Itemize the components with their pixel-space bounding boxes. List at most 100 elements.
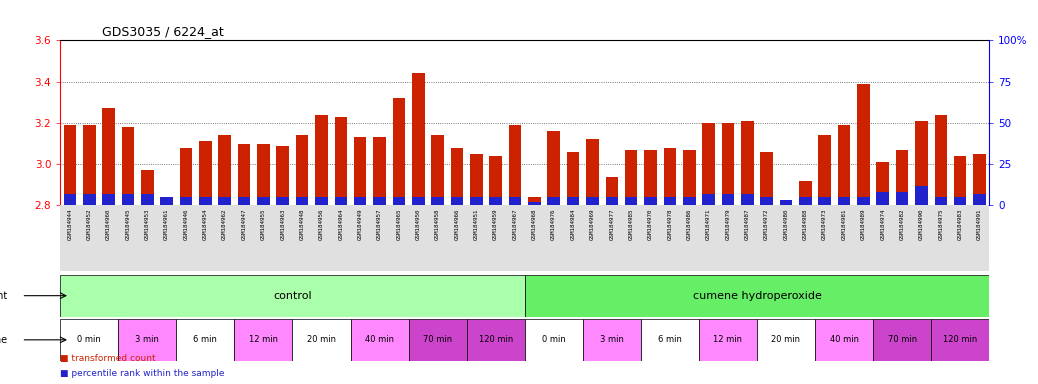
Bar	[63, 125, 76, 205]
Bar	[409, 319, 467, 361]
Bar	[582, 319, 640, 361]
Bar	[974, 194, 986, 205]
Bar	[509, 197, 521, 205]
Bar	[176, 319, 235, 361]
Text: agent: agent	[0, 291, 8, 301]
Bar	[645, 150, 657, 205]
Bar	[916, 121, 928, 205]
Text: GSM184964: GSM184964	[338, 209, 344, 240]
Text: GSM184968: GSM184968	[531, 209, 537, 240]
Bar	[780, 200, 792, 205]
Bar	[528, 197, 541, 205]
Text: GSM184954: GSM184954	[202, 209, 208, 240]
Bar	[721, 194, 734, 205]
Bar	[703, 194, 715, 205]
Bar	[586, 139, 599, 205]
Bar	[218, 197, 231, 205]
Text: 70 min: 70 min	[424, 335, 453, 344]
Bar	[567, 197, 579, 205]
Text: ■ percentile rank within the sample: ■ percentile rank within the sample	[60, 369, 224, 378]
Bar	[334, 197, 347, 205]
Bar	[351, 319, 409, 361]
Text: GSM184963: GSM184963	[280, 209, 285, 240]
Bar	[199, 141, 212, 205]
Text: 0 min: 0 min	[78, 335, 101, 344]
Bar	[467, 319, 524, 361]
Bar	[276, 197, 289, 205]
Bar	[489, 197, 502, 205]
Bar	[741, 194, 754, 205]
Text: GSM184986: GSM184986	[687, 209, 691, 240]
Text: GSM184991: GSM184991	[977, 209, 982, 240]
Bar	[238, 197, 250, 205]
Bar	[160, 197, 173, 205]
Bar	[218, 135, 231, 205]
Bar	[238, 144, 250, 205]
Text: GSM184972: GSM184972	[764, 209, 769, 240]
Text: GSM184948: GSM184948	[300, 209, 304, 240]
Text: GSM184953: GSM184953	[144, 209, 149, 240]
Bar	[316, 115, 328, 205]
Text: GSM184982: GSM184982	[900, 209, 905, 240]
Text: cumene hydroperoxide: cumene hydroperoxide	[692, 291, 821, 301]
Bar	[450, 148, 463, 205]
Bar	[818, 135, 831, 205]
Bar	[121, 127, 134, 205]
Bar	[316, 197, 328, 205]
Bar	[103, 108, 115, 205]
Text: GSM184980: GSM184980	[784, 209, 789, 240]
Bar	[663, 148, 676, 205]
Text: ■ transformed count: ■ transformed count	[60, 354, 156, 363]
Bar	[547, 197, 561, 205]
Bar	[640, 319, 699, 361]
Bar	[857, 84, 870, 205]
Text: GSM184978: GSM184978	[667, 209, 673, 240]
Text: GSM184952: GSM184952	[87, 209, 91, 240]
Text: GSM184975: GSM184975	[938, 209, 944, 240]
Text: 3 min: 3 min	[135, 335, 159, 344]
Text: GSM184962: GSM184962	[222, 209, 227, 240]
Text: GSM184960: GSM184960	[106, 209, 111, 240]
Text: GSM184971: GSM184971	[706, 209, 711, 240]
Bar	[470, 154, 483, 205]
Bar	[721, 123, 734, 205]
Text: GSM184974: GSM184974	[880, 209, 885, 240]
Bar	[374, 137, 386, 205]
Text: GSM184985: GSM184985	[629, 209, 633, 240]
Bar	[83, 125, 95, 205]
Bar	[524, 319, 582, 361]
Text: GSM184950: GSM184950	[416, 209, 420, 240]
Text: 0 min: 0 min	[542, 335, 566, 344]
Text: GSM184965: GSM184965	[397, 209, 402, 240]
Text: GSM184979: GSM184979	[726, 209, 731, 240]
Text: time: time	[0, 335, 8, 345]
Text: GSM184987: GSM184987	[745, 209, 749, 240]
Text: GSM184989: GSM184989	[861, 209, 866, 240]
Bar	[432, 135, 444, 205]
Text: 12 min: 12 min	[713, 335, 742, 344]
Bar	[838, 197, 850, 205]
Bar	[761, 197, 773, 205]
Text: 6 min: 6 min	[193, 335, 217, 344]
Bar	[683, 150, 695, 205]
Bar	[257, 144, 270, 205]
Bar	[645, 197, 657, 205]
Bar	[663, 197, 676, 205]
Text: GSM184955: GSM184955	[261, 209, 266, 240]
Bar	[873, 319, 931, 361]
Bar	[896, 150, 908, 205]
Text: 40 min: 40 min	[365, 335, 394, 344]
Text: GSM184946: GSM184946	[184, 209, 189, 240]
Text: GSM184957: GSM184957	[377, 209, 382, 240]
Text: 20 min: 20 min	[771, 335, 800, 344]
Bar	[432, 197, 444, 205]
Bar	[896, 192, 908, 205]
Text: GSM184951: GSM184951	[473, 209, 479, 240]
Text: GSM184970: GSM184970	[648, 209, 653, 240]
Bar	[703, 123, 715, 205]
Bar	[818, 197, 831, 205]
Bar	[63, 194, 76, 205]
Bar	[876, 162, 890, 205]
Bar	[180, 148, 192, 205]
Bar	[954, 197, 966, 205]
